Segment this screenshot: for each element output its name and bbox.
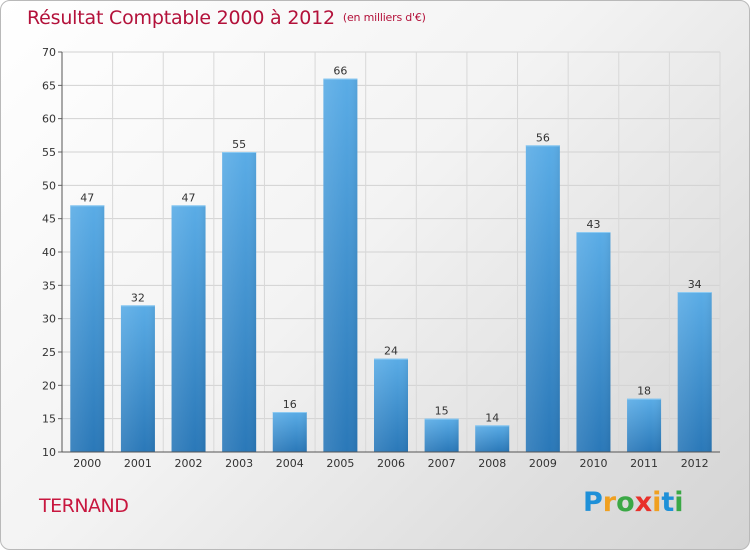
y-tick-label: 30: [42, 313, 56, 326]
bar-value-label: 18: [637, 385, 651, 398]
bar-shade-2010: [576, 232, 611, 452]
bar-shade-2009: [525, 145, 560, 453]
y-tick-label: 15: [42, 413, 56, 426]
logo-letter: i: [652, 487, 662, 518]
bars: 47 32 47 55 16 66 24 15 14 56 43 18 34: [70, 65, 712, 453]
commune-name: TERNAND: [39, 495, 129, 517]
x-tick-label: 2003: [225, 457, 253, 470]
logo-letter: r: [602, 487, 617, 518]
y-tick-label: 55: [42, 146, 56, 159]
x-tick-label: 2011: [630, 457, 658, 470]
bar-shade-2008: [475, 425, 510, 452]
bar-shade-2011: [627, 398, 662, 452]
bar-shade-2004: [272, 412, 307, 452]
bar-shade-2003: [222, 152, 257, 452]
x-tick-label: 2000: [73, 457, 101, 470]
proxiti-logo: Proxiti: [583, 487, 684, 518]
bar-shade-2005: [323, 78, 358, 453]
bar-shade-2007: [424, 418, 459, 452]
x-tick-label: 2004: [276, 457, 304, 470]
logo-letter: t: [661, 487, 675, 518]
y-tick-label: 10: [42, 446, 56, 459]
bar-value-label: 15: [435, 405, 449, 418]
y-tick-label: 40: [42, 246, 56, 259]
y-tick-label: 65: [42, 79, 56, 92]
y-tick-label: 70: [42, 46, 56, 59]
bar-shade-2000: [70, 205, 105, 452]
bar-shade-2002: [171, 205, 206, 452]
x-tick-label: 2001: [124, 457, 152, 470]
bar-shade-2012: [677, 292, 712, 452]
chart-title: Résultat Comptable 2000 à 2012 (en millie…: [27, 7, 426, 29]
y-tick-label: 45: [42, 213, 56, 226]
axes: 10 15 20 25 30 35 40 45 50 55 60 65 70 2000 2001 2002 20…: [42, 46, 720, 470]
x-tick-label: 2005: [326, 457, 354, 470]
logo-letter: P: [583, 487, 603, 518]
bar-value-label: 14: [485, 411, 499, 424]
chart-subtitle: (en milliers d'€): [342, 11, 426, 24]
bar-value-label: 55: [232, 138, 246, 151]
x-tick-label: 2007: [428, 457, 456, 470]
x-tick-label: 2002: [175, 457, 203, 470]
y-tick-label: 50: [42, 179, 56, 192]
bar-value-label: 43: [586, 218, 600, 231]
y-tick-label: 35: [42, 279, 56, 292]
bar-value-label: 34: [688, 278, 702, 291]
x-tick-label: 2009: [529, 457, 557, 470]
x-tick-label: 2006: [377, 457, 405, 470]
x-tick-label: 2008: [478, 457, 506, 470]
bar-value-label: 32: [131, 291, 145, 304]
y-tick-label: 20: [42, 379, 56, 392]
x-tick-label: 2010: [579, 457, 607, 470]
bar-value-label: 47: [182, 191, 196, 204]
y-tick-label: 25: [42, 346, 56, 359]
x-tick-label: 2012: [681, 457, 709, 470]
logo-letter: o: [616, 487, 635, 518]
logo-letter: x: [634, 487, 653, 518]
bar-shade-2001: [120, 305, 155, 452]
bar-value-label: 16: [283, 398, 297, 411]
bar-value-label: 56: [536, 131, 550, 144]
bar-shade-2006: [374, 358, 408, 452]
logo-letter: i: [674, 487, 684, 518]
bar-value-label: 24: [384, 345, 398, 358]
y-tick-label: 60: [42, 113, 56, 126]
bar-value-label: 66: [333, 65, 347, 78]
bar-value-label: 47: [80, 191, 94, 204]
